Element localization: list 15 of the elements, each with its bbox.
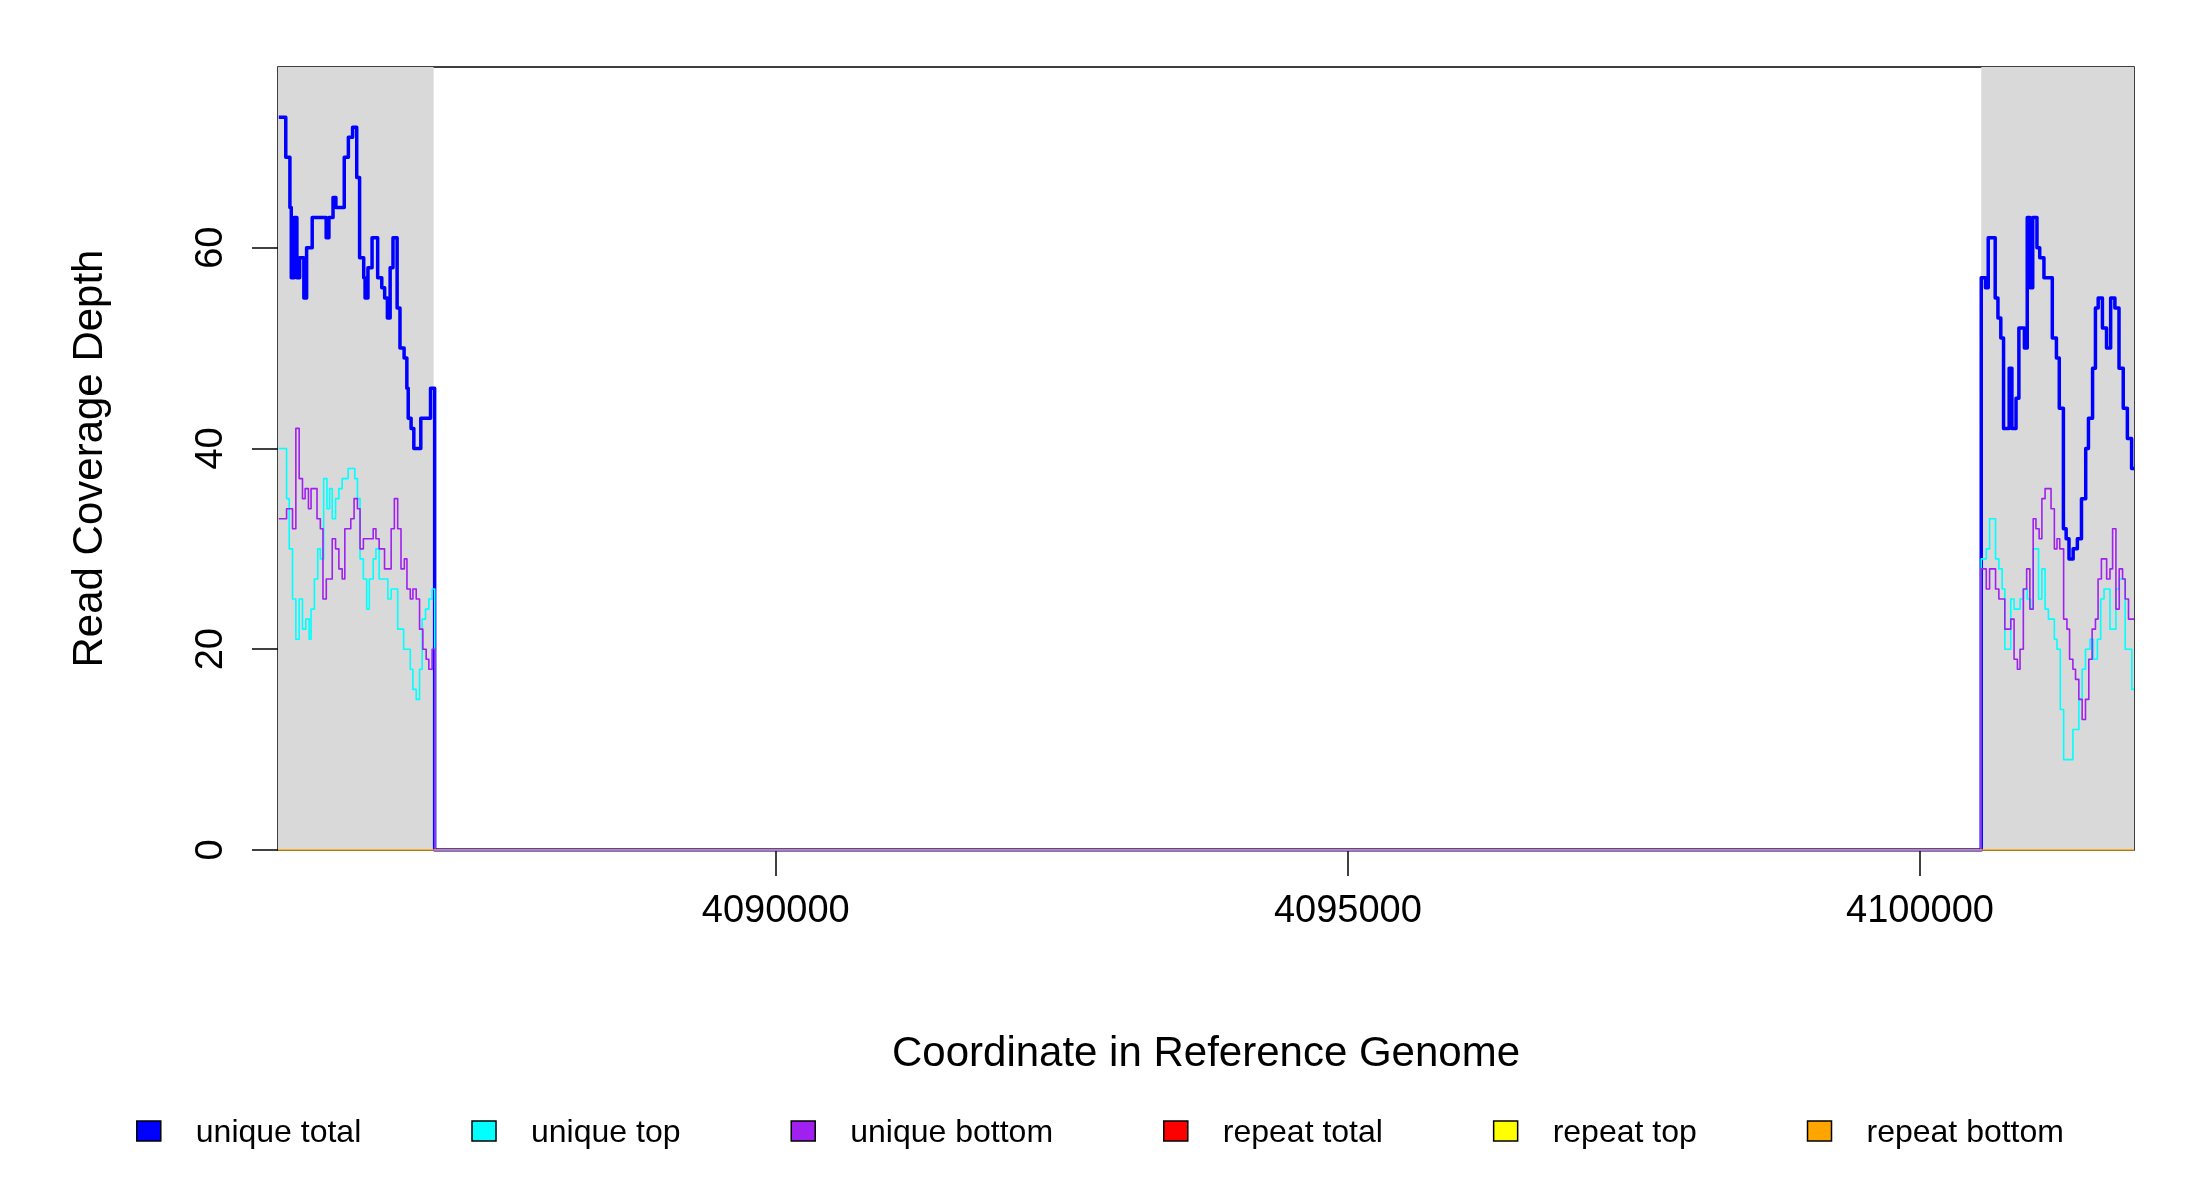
x-axis-title: Coordinate in Reference Genome (891, 1027, 1521, 1075)
y-tick-label: 0 (188, 839, 230, 861)
x-tick-label: 4100000 (1846, 888, 1994, 930)
legend-label: unique bottom (850, 1113, 1054, 1149)
legend-label: unique top (531, 1113, 681, 1149)
x-tick-label: 4095000 (1273, 888, 1422, 930)
legend-label: repeat top (1552, 1113, 1697, 1149)
legend-label: repeat bottom (1866, 1113, 2064, 1149)
legend-label: repeat total (1222, 1113, 1383, 1149)
y-tick-label: 40 (188, 427, 230, 470)
y-axis-title: Read Coverage Depth (63, 249, 111, 668)
y-tick-label: 20 (188, 628, 230, 671)
x-tick-label: 4090000 (701, 888, 850, 930)
y-tick-label: 60 (188, 226, 230, 269)
legend-label: unique total (195, 1113, 362, 1149)
